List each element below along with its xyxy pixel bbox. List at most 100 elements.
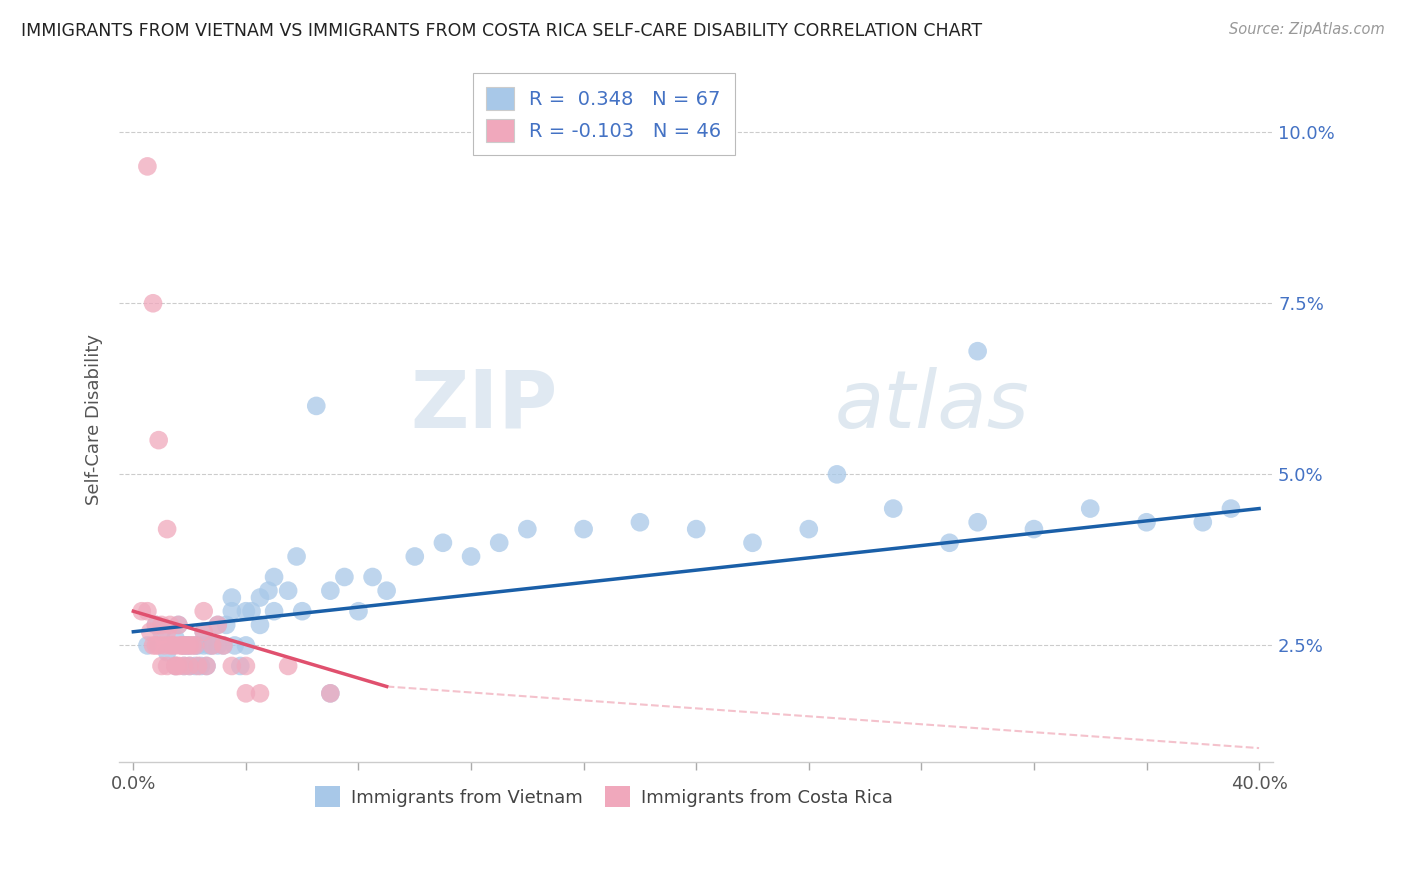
Text: IMMIGRANTS FROM VIETNAM VS IMMIGRANTS FROM COSTA RICA SELF-CARE DISABILITY CORRE: IMMIGRANTS FROM VIETNAM VS IMMIGRANTS FR…	[21, 22, 983, 40]
Point	[235, 686, 257, 700]
Point	[221, 604, 243, 618]
Point	[179, 659, 201, 673]
Point	[741, 536, 763, 550]
Point	[207, 618, 229, 632]
Point	[156, 522, 179, 536]
Point	[201, 639, 224, 653]
Point	[176, 639, 198, 653]
Point	[165, 659, 187, 673]
Point	[319, 686, 342, 700]
Point	[142, 296, 165, 310]
Text: Source: ZipAtlas.com: Source: ZipAtlas.com	[1229, 22, 1385, 37]
Point	[277, 659, 299, 673]
Point	[184, 639, 207, 653]
Point	[165, 659, 187, 673]
Y-axis label: Self-Care Disability: Self-Care Disability	[86, 334, 103, 505]
Point	[193, 639, 215, 653]
Point	[148, 639, 170, 653]
Point	[145, 639, 167, 653]
Point	[173, 639, 195, 653]
Point	[193, 604, 215, 618]
Point	[361, 570, 384, 584]
Point	[516, 522, 538, 536]
Point	[159, 639, 181, 653]
Point	[628, 515, 651, 529]
Point	[165, 632, 187, 646]
Point	[221, 659, 243, 673]
Point	[212, 639, 235, 653]
Point	[145, 618, 167, 632]
Point	[156, 645, 179, 659]
Point	[229, 659, 252, 673]
Point	[685, 522, 707, 536]
Legend: Immigrants from Vietnam, Immigrants from Costa Rica: Immigrants from Vietnam, Immigrants from…	[308, 779, 900, 814]
Point	[173, 659, 195, 673]
Point	[193, 624, 215, 639]
Point	[240, 604, 263, 618]
Point	[136, 604, 159, 618]
Point	[201, 639, 224, 653]
Point	[938, 536, 960, 550]
Point	[179, 659, 201, 673]
Text: ZIP: ZIP	[411, 367, 558, 445]
Point	[165, 639, 187, 653]
Point	[148, 433, 170, 447]
Point	[176, 639, 198, 653]
Point	[305, 399, 328, 413]
Point	[215, 618, 238, 632]
Point	[190, 659, 212, 673]
Point	[207, 618, 229, 632]
Point	[319, 583, 342, 598]
Point	[257, 583, 280, 598]
Point	[488, 536, 510, 550]
Point	[195, 659, 218, 673]
Point	[221, 591, 243, 605]
Point	[173, 639, 195, 653]
Point	[224, 639, 246, 653]
Point	[212, 639, 235, 653]
Point	[249, 686, 271, 700]
Point	[165, 659, 187, 673]
Point	[145, 618, 167, 632]
Point	[187, 659, 209, 673]
Point	[572, 522, 595, 536]
Point	[249, 591, 271, 605]
Point	[825, 467, 848, 482]
Point	[277, 583, 299, 598]
Point	[142, 639, 165, 653]
Point	[1191, 515, 1213, 529]
Point	[235, 639, 257, 653]
Point	[181, 639, 204, 653]
Point	[285, 549, 308, 564]
Point	[319, 686, 342, 700]
Point	[291, 604, 314, 618]
Point	[966, 344, 988, 359]
Point	[460, 549, 482, 564]
Point	[404, 549, 426, 564]
Point	[347, 604, 370, 618]
Point	[170, 639, 193, 653]
Point	[375, 583, 398, 598]
Point	[249, 618, 271, 632]
Text: atlas: atlas	[835, 367, 1029, 445]
Point	[170, 639, 193, 653]
Point	[263, 604, 285, 618]
Point	[235, 604, 257, 618]
Point	[156, 624, 179, 639]
Point	[1078, 501, 1101, 516]
Point	[207, 639, 229, 653]
Point	[1135, 515, 1157, 529]
Point	[882, 501, 904, 516]
Point	[167, 659, 190, 673]
Point	[131, 604, 153, 618]
Point	[167, 618, 190, 632]
Point	[136, 639, 159, 653]
Point	[966, 515, 988, 529]
Point	[139, 624, 162, 639]
Point	[1022, 522, 1045, 536]
Point	[235, 659, 257, 673]
Point	[150, 624, 173, 639]
Point	[150, 659, 173, 673]
Point	[153, 639, 176, 653]
Point	[150, 618, 173, 632]
